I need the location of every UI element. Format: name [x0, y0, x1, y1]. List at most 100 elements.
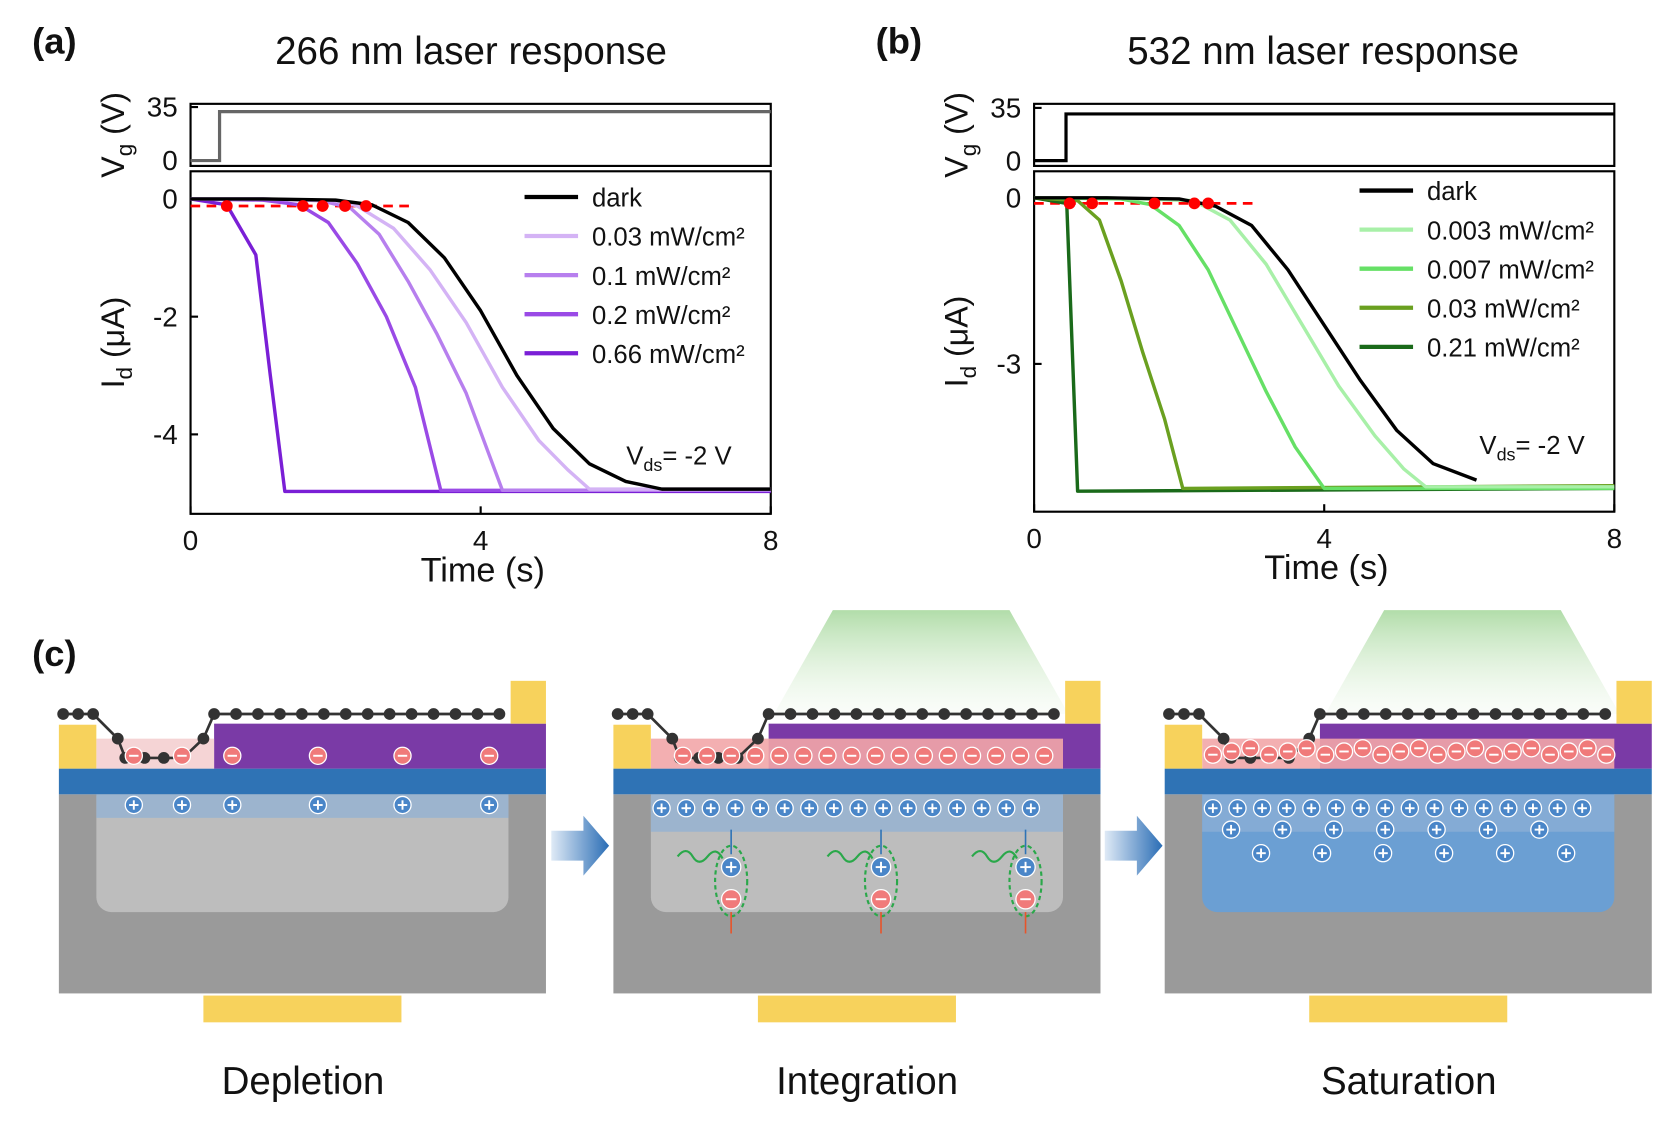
annotation: Vds= -2 V [1479, 432, 1585, 464]
gate-frame [189, 102, 772, 167]
gate-y-tick-label: 0 [162, 145, 177, 176]
source [613, 724, 651, 769]
chain-bead [274, 708, 286, 720]
y-axis-label: Id (μA) [95, 297, 137, 389]
plot-frame [189, 170, 772, 515]
onset-dot [1188, 197, 1201, 210]
text-part: = -2 V [662, 443, 732, 471]
chain-bead [1379, 708, 1392, 720]
gate-trace [190, 110, 771, 163]
dielectric [1164, 768, 1652, 795]
x-tick-label: 8 [763, 525, 778, 556]
gate-y-axis-label: Vg (V) [939, 92, 981, 178]
gate-frame [1033, 102, 1616, 167]
chain-bead [1026, 708, 1038, 720]
dielectric [613, 768, 1101, 795]
onset-dot [220, 200, 233, 212]
light-beam [773, 610, 1069, 715]
gate-electrode [757, 995, 956, 1023]
chain-bead [317, 708, 330, 720]
series-line [1034, 196, 1478, 482]
chain-bead [1423, 708, 1436, 720]
legend-label: 0.1 mW/cm² [592, 263, 731, 291]
chain-bead [1357, 708, 1370, 720]
photon [676, 849, 724, 863]
text-part: (V) [95, 92, 131, 144]
hole-band [96, 794, 509, 818]
legend-label: 0.03 mW/cm² [1427, 295, 1580, 323]
y-tick-label: 0 [1006, 182, 1021, 213]
figure-content: (a) 266 nm laser response 0 35 Vg (V) 0 -2 -4 0 4… [32, 21, 1652, 1103]
chain-bead [1193, 708, 1205, 720]
chain-bead [872, 708, 885, 720]
stage-arrow [551, 815, 610, 876]
text-part: = -2 V [1516, 432, 1586, 460]
x-tick-label: 4 [473, 525, 488, 556]
chart-title: 532 nm laser response [1127, 30, 1519, 73]
chain-bead [894, 708, 907, 720]
gate-trace [1034, 112, 1615, 163]
drain [510, 680, 546, 724]
chain-bead [1533, 708, 1546, 720]
x-tick-label: 4 [1316, 523, 1331, 554]
gate-electrode [1309, 995, 1508, 1023]
chain-bead [493, 708, 506, 720]
chain-bead [230, 708, 242, 720]
chain-bead [1314, 708, 1326, 720]
chain-bead [361, 708, 374, 720]
chain-bead [405, 708, 418, 720]
chain-bead [1163, 708, 1175, 720]
chain-bead [806, 708, 819, 720]
text-part: (V) [939, 92, 975, 144]
stage-label: Depletion [222, 1060, 385, 1103]
chain-bead [626, 708, 639, 720]
text-part: d [956, 366, 981, 379]
onset-dot [1063, 197, 1076, 210]
chain-bead [197, 732, 210, 745]
source [58, 724, 97, 769]
x-axis-label: Time (s) [421, 551, 545, 589]
text-part: I [95, 379, 131, 388]
text-part: V [1479, 432, 1497, 460]
chain-bead [666, 732, 679, 745]
text-part: (μA) [95, 297, 131, 367]
onset-dot [1086, 197, 1099, 210]
chain-bead [383, 708, 396, 720]
y-tick-label: 0 [162, 184, 177, 215]
chain-bead [1467, 708, 1480, 720]
gate-electrode [203, 995, 402, 1023]
legend-label: dark [1427, 178, 1477, 206]
chain-bead [762, 708, 775, 720]
drain [1065, 680, 1101, 724]
photon [971, 849, 1018, 863]
text-part: d [112, 367, 137, 380]
chain-bead [208, 708, 220, 720]
chain-bead [252, 708, 264, 720]
chain-bead [111, 732, 124, 745]
chain-bead [960, 708, 973, 720]
y-tick-label: -2 [153, 301, 178, 332]
legend-label: 0.2 mW/cm² [592, 302, 731, 330]
stage-label: Saturation [1321, 1060, 1497, 1103]
stage-label: Integration [776, 1060, 958, 1103]
y-axis-label: Id (μA) [939, 296, 981, 388]
text-part: g [112, 144, 137, 157]
legend-label: 0.21 mW/cm² [1427, 334, 1580, 362]
legend-label: 0.007 mW/cm² [1427, 256, 1594, 284]
source [1164, 724, 1203, 769]
series-line [190, 197, 771, 493]
y-tick-label: -4 [153, 419, 178, 450]
chain-bead [295, 708, 308, 720]
chain-bead [641, 708, 654, 720]
text-part: g [956, 144, 981, 157]
chain-bead [1511, 708, 1524, 720]
chain-bead [916, 708, 929, 720]
chain-bead [752, 732, 764, 745]
panel-label: (b) [876, 21, 922, 62]
chain-bead [1401, 708, 1414, 720]
light-beam [1325, 610, 1620, 715]
x-axis-label: Time (s) [1264, 549, 1388, 587]
chain-bead [850, 708, 863, 720]
chain-bead [72, 708, 85, 720]
